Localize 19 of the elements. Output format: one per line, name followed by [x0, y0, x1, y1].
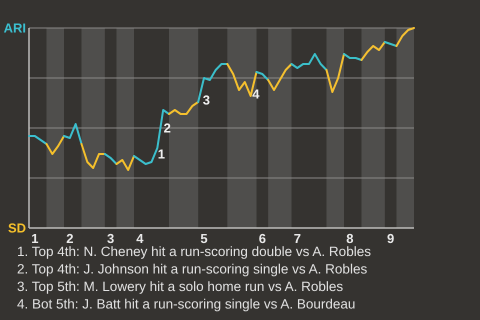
x-tick-label: 5	[200, 231, 208, 246]
x-tick-label: 9	[387, 231, 394, 246]
annotation: 1	[158, 146, 166, 162]
text: 3. Top 5th: M. Lowery hit a solo home run vs A. Robles	[17, 279, 344, 294]
x-tick-label: 6	[258, 231, 266, 246]
x-tick-label: 3	[107, 231, 114, 246]
annotation: 2	[164, 120, 171, 136]
text: ARI	[4, 20, 26, 36]
annotation: 3	[202, 92, 210, 108]
text: 2. Top 4th: J. Johnson hit a run-scoring single vs A. Robles	[17, 262, 368, 276]
text: 1. Top 4th: N. Cheney hit a run-scoring double vs A. Robles	[17, 244, 372, 259]
text: 4. Bot 5th: J. Batt hit a run-scoring single vs A. Bourdeau	[17, 296, 356, 312]
text: SD	[8, 220, 26, 236]
x-tick-label: 4	[136, 231, 144, 246]
x-tick-label: 7	[294, 231, 301, 246]
x-tick-label: 2	[66, 231, 74, 246]
x-tick-label: 8	[346, 231, 354, 246]
x-tick-label: 1	[31, 231, 38, 246]
annotation: 4	[252, 86, 260, 102]
